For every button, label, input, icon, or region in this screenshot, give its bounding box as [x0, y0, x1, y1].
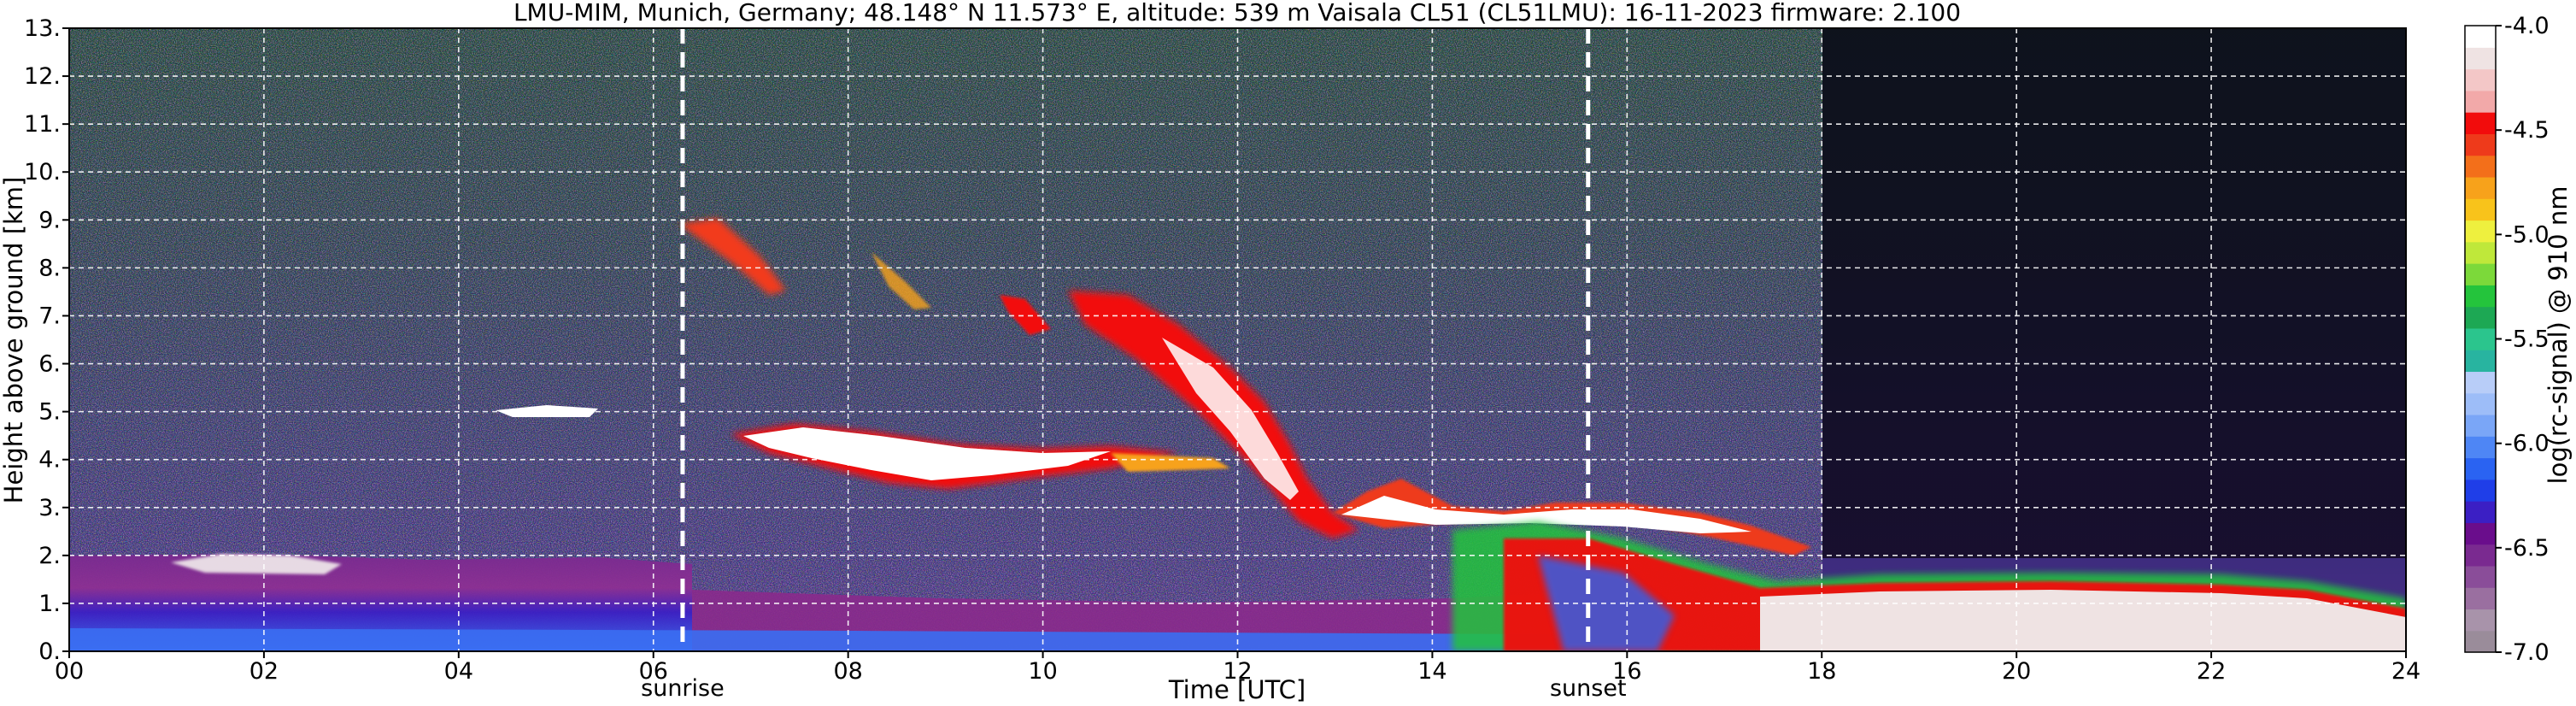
colorbar-swatch [2465, 263, 2496, 285]
colorbar-tick-label: -6.5 [2504, 535, 2550, 562]
sunset-label: sunset [1550, 675, 1627, 702]
colorbar-swatch [2465, 155, 2496, 178]
colorbar-swatch [2465, 350, 2496, 373]
colorbar-swatch [2465, 306, 2496, 329]
x-axis-ticks: 00 02 04 06 08 10 12 14 16 18 20 22 24 [55, 651, 2421, 685]
y-tick-label: 12. [24, 63, 61, 90]
x-tick-label: 14 [1417, 658, 1446, 685]
colorbar-swatch [2465, 479, 2496, 502]
colorbar-swatch [2465, 457, 2496, 480]
colorbar-swatch [2465, 285, 2496, 308]
colorbar-swatch [2465, 26, 2496, 48]
colorbar-swatch [2465, 544, 2496, 567]
colorbar-swatch [2465, 220, 2496, 243]
colorbar-swatch [2465, 198, 2496, 221]
colorbar-tick-label: -5.0 [2504, 221, 2550, 248]
colorbar [2464, 25, 2497, 653]
x-tick-label: 12 [1223, 658, 1252, 685]
y-tick-label: 5. [38, 399, 61, 426]
y-tick-label: 0. [38, 638, 61, 665]
colorbar-swatch [2465, 414, 2496, 437]
x-tick-label: 18 [1807, 658, 1836, 685]
colorbar-swatch [2465, 522, 2496, 545]
x-tick-label: 16 [1612, 658, 1641, 685]
y-tick-label: 13. [24, 15, 61, 42]
chart-title: LMU-MIM, Munich, Germany; 48.148° N 11.5… [513, 0, 1961, 26]
colorbar-swatch [2465, 609, 2496, 632]
colorbar-swatch [2465, 68, 2496, 91]
x-tick-label: 00 [55, 658, 84, 685]
colorbar-tick-label: -4.0 [2504, 13, 2550, 39]
colorbar-label: log(rc-signal) @ 910 nm [2544, 186, 2573, 485]
y-axis-label: Height above ground [km] [0, 177, 28, 504]
y-tick-label: 4. [38, 447, 61, 474]
plot-grid [69, 28, 2406, 651]
colorbar-tick-label: -6.0 [2504, 431, 2550, 457]
colorbar-tick-label: -4.5 [2504, 117, 2550, 144]
y-tick-label: 10. [24, 159, 61, 185]
x-tick-label: 20 [2002, 658, 2031, 685]
y-tick-label: 11. [24, 111, 61, 138]
y-axis-ticks: 0. 1. 2. 3. 4. 5. 6. 7. 8. 9. 10. 11. 12. 13. [24, 15, 69, 665]
colorbar-swatch [2465, 587, 2496, 610]
x-tick-label: 24 [2391, 658, 2421, 685]
colorbar-tick-label: -7.0 [2504, 639, 2550, 666]
colorbar-swatch [2465, 241, 2496, 264]
colorbar-swatch [2465, 112, 2496, 134]
colorbar-swatch [2465, 436, 2496, 459]
colorbar-swatch [2465, 90, 2496, 113]
x-tick-label: 02 [249, 658, 279, 685]
colorbar-swatch [2465, 565, 2496, 588]
x-tick-label: 22 [2197, 658, 2226, 685]
x-tick-label: 10 [1028, 658, 1057, 685]
x-tick-label: 06 [639, 658, 668, 685]
colorbar-swatch [2465, 501, 2496, 523]
colorbar-swatch [2465, 176, 2496, 199]
y-tick-label: 3. [38, 495, 61, 521]
y-tick-label: 2. [38, 543, 61, 569]
y-tick-label: 7. [38, 303, 61, 329]
colorbar-swatch [2465, 133, 2496, 156]
colorbar-swatch [2465, 327, 2496, 350]
x-axis-label: Time [UTC] [1168, 675, 1306, 704]
sunrise-label: sunrise [641, 675, 725, 702]
colorbar-swatch [2465, 392, 2496, 415]
x-tick-label: 04 [444, 658, 473, 685]
colorbar-ticks: -4.0 -4.5 -5.0 -5.5 -6.0 -6.5 -7.0 [2496, 13, 2550, 666]
colorbar-swatch [2465, 47, 2496, 70]
y-tick-label: 9. [38, 207, 61, 233]
sun-markers: sunrise sunset [641, 28, 1627, 702]
y-tick-label: 6. [38, 351, 61, 378]
x-tick-label: 08 [833, 658, 862, 685]
colorbar-swatch [2465, 630, 2496, 653]
colorbar-tick-label: -5.5 [2504, 327, 2550, 353]
y-tick-label: 8. [38, 255, 61, 281]
y-tick-label: 1. [38, 591, 61, 617]
colorbar-swatch [2465, 371, 2496, 394]
